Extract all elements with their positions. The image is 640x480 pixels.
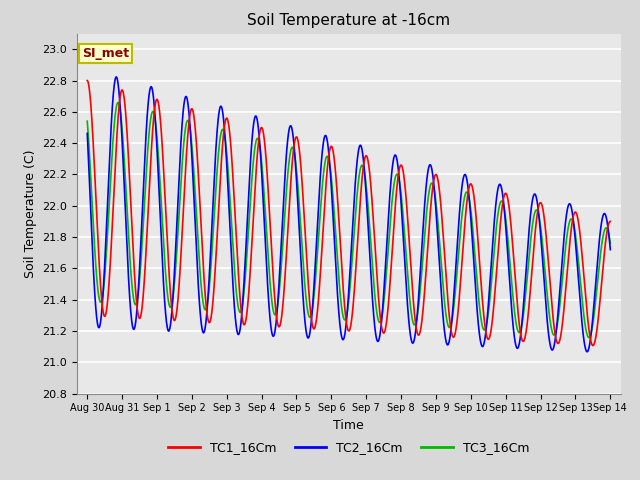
- Line: TC2_16Cm: TC2_16Cm: [87, 77, 611, 352]
- TC2_16Cm: [83, 131, 91, 136]
- Legend: TC1_16Cm, TC2_16Cm, TC3_16Cm: TC1_16Cm, TC2_16Cm, TC3_16Cm: [163, 436, 534, 459]
- TC1_16Cm: [606, 219, 614, 225]
- TC3_16Cm: [437, 257, 445, 263]
- TC1_16Cm: [607, 218, 614, 224]
- TC3_16Cm: [329, 195, 337, 201]
- TC1_16Cm: [437, 201, 445, 207]
- TC3_16Cm: [83, 118, 91, 124]
- TC1_16Cm: [466, 182, 474, 188]
- TC2_16Cm: [329, 215, 337, 220]
- TC2_16Cm: [177, 132, 185, 138]
- TC3_16Cm: [177, 173, 185, 179]
- Line: TC3_16Cm: TC3_16Cm: [87, 103, 611, 337]
- TC1_16Cm: [329, 148, 337, 154]
- Line: TC1_16Cm: TC1_16Cm: [87, 81, 611, 346]
- TC3_16Cm: [114, 100, 122, 106]
- TC3_16Cm: [466, 200, 474, 206]
- TC2_16Cm: [437, 285, 445, 290]
- TC2_16Cm: [496, 181, 504, 187]
- TC2_16Cm: [607, 247, 614, 252]
- TC1_16Cm: [177, 247, 185, 252]
- TC3_16Cm: [496, 203, 504, 208]
- TC2_16Cm: [113, 74, 120, 80]
- Text: SI_met: SI_met: [82, 47, 129, 60]
- TC3_16Cm: [585, 335, 593, 340]
- TC3_16Cm: [607, 240, 614, 246]
- TC1_16Cm: [589, 343, 596, 348]
- TC2_16Cm: [606, 241, 614, 247]
- TC1_16Cm: [83, 78, 91, 84]
- Y-axis label: Soil Temperature (C): Soil Temperature (C): [24, 149, 36, 278]
- TC2_16Cm: [583, 349, 591, 355]
- TC3_16Cm: [606, 237, 614, 243]
- X-axis label: Time: Time: [333, 419, 364, 432]
- Title: Soil Temperature at -16cm: Soil Temperature at -16cm: [247, 13, 451, 28]
- TC1_16Cm: [495, 232, 503, 238]
- TC2_16Cm: [466, 203, 474, 209]
